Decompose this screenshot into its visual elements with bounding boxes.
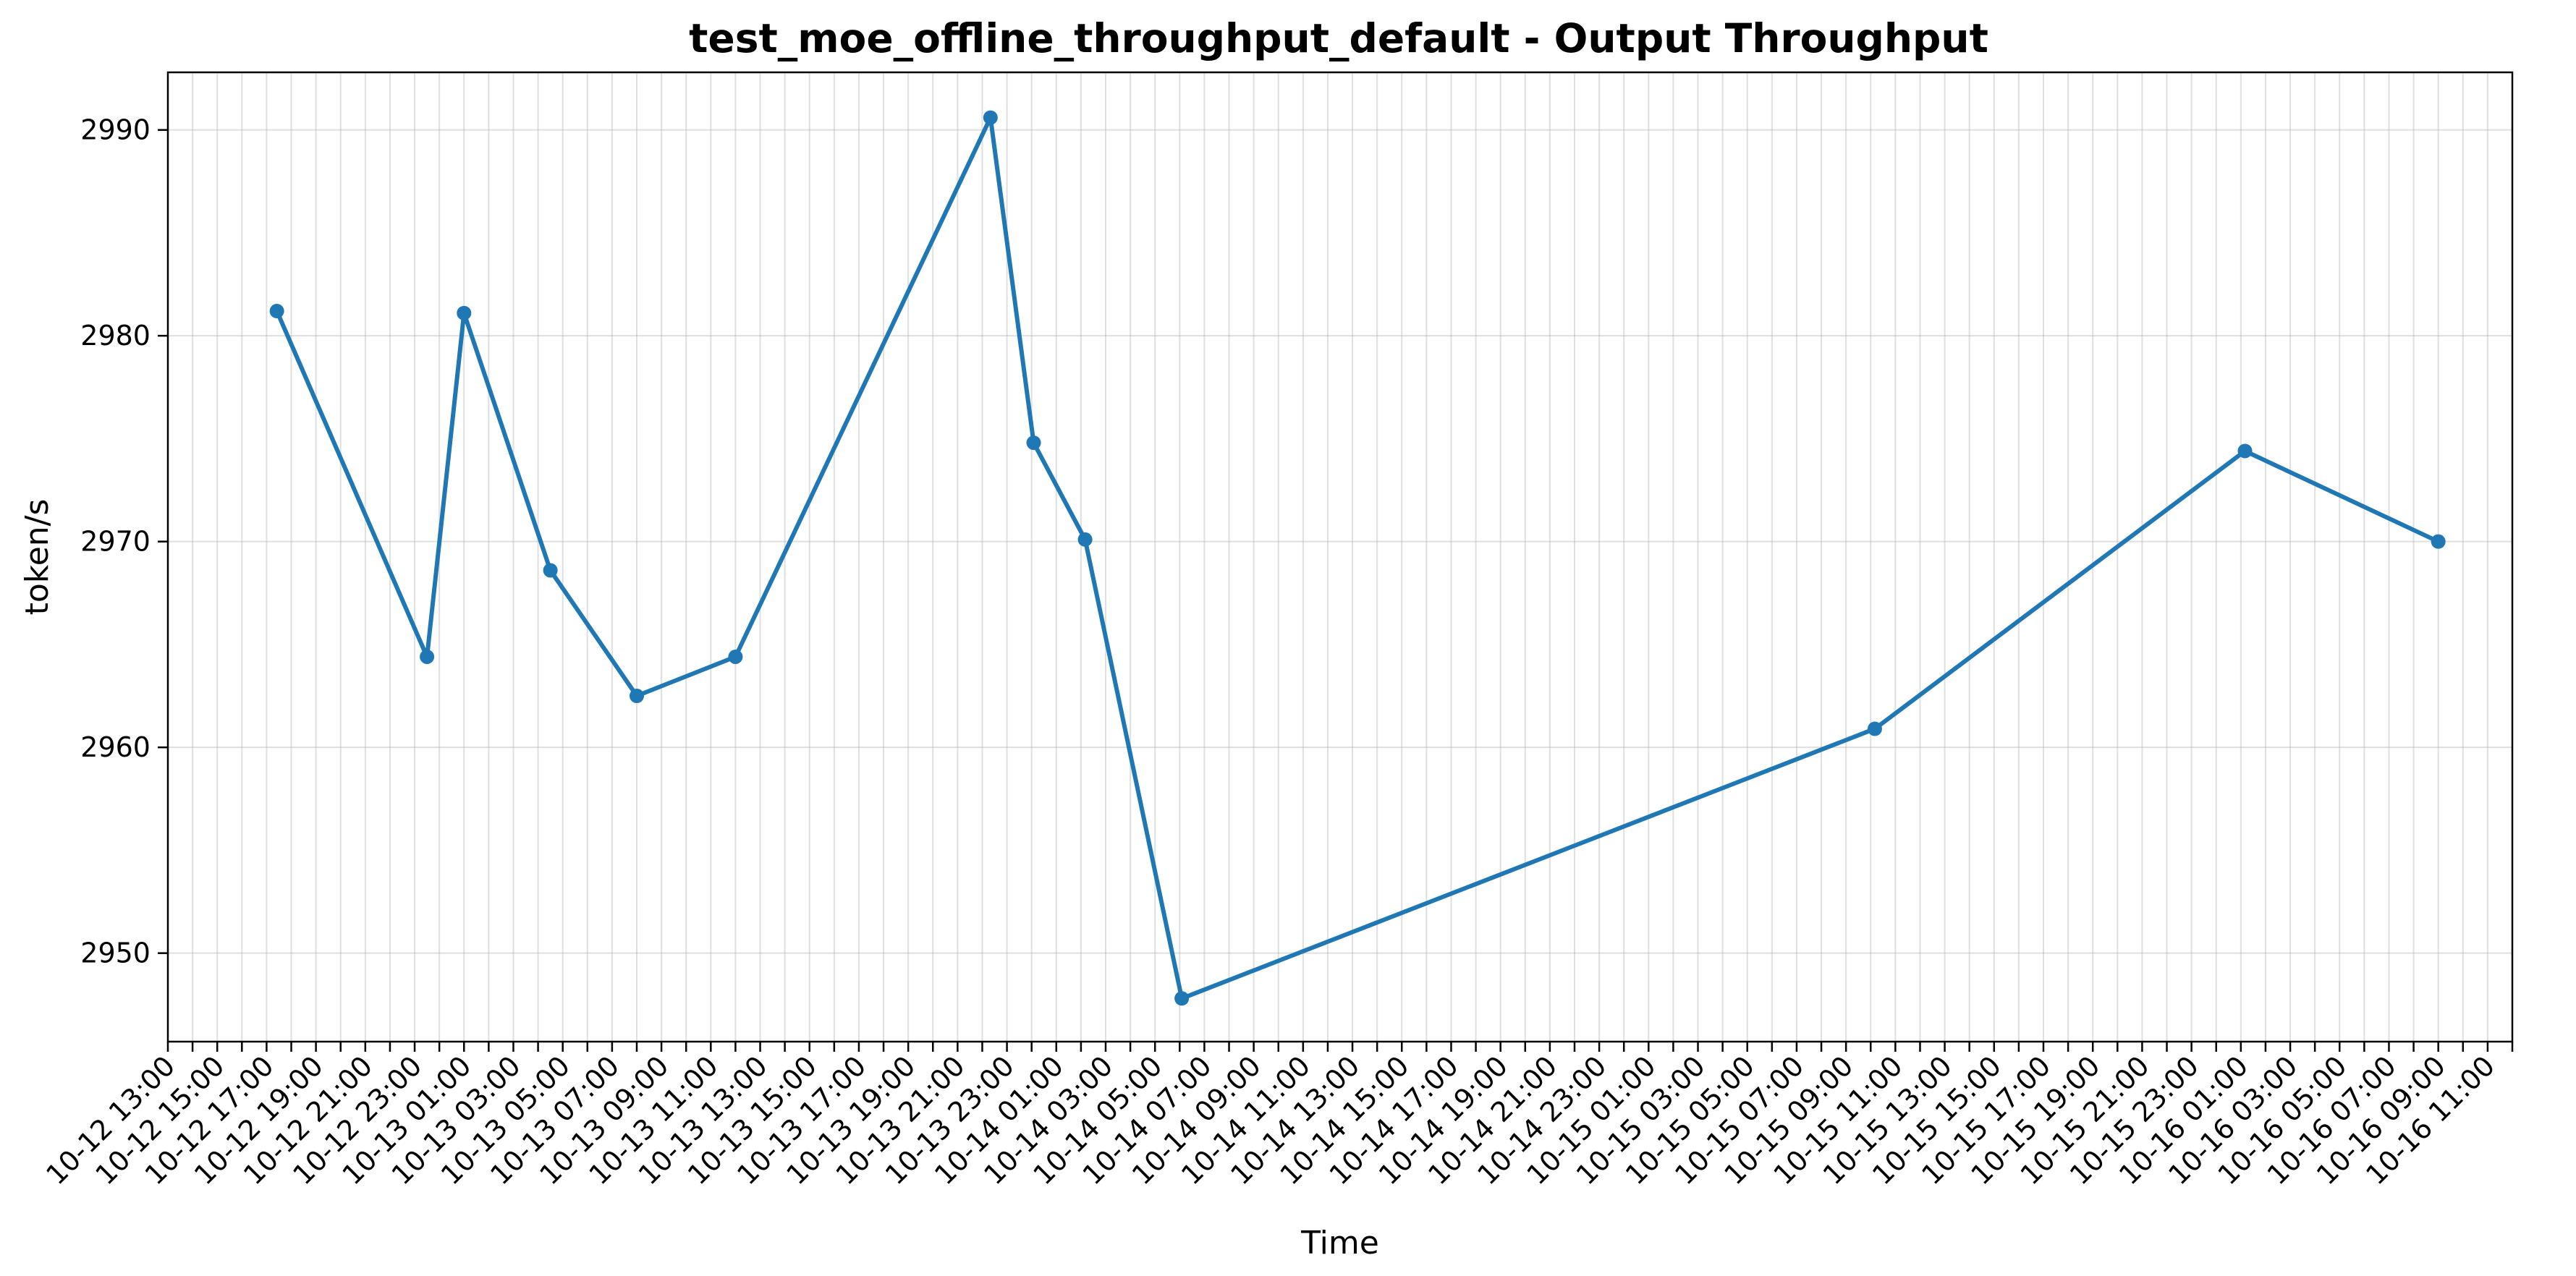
y-tick-label: 2980 <box>80 320 151 352</box>
data-point <box>420 649 435 664</box>
data-point <box>983 110 998 125</box>
data-point <box>269 304 284 319</box>
y-axis-label: token/s <box>19 499 56 616</box>
data-point <box>1174 991 1190 1006</box>
y-tick-label: 2960 <box>80 731 151 763</box>
data-point <box>1867 721 1882 736</box>
data-point <box>630 689 644 704</box>
data-point <box>1026 435 1041 451</box>
y-tick-label: 2950 <box>80 937 151 969</box>
plot-frame <box>166 71 2514 1043</box>
data-point <box>457 305 472 320</box>
data-point <box>2237 443 2253 459</box>
data-point <box>543 563 558 578</box>
y-tick-label: 2970 <box>80 526 151 558</box>
y-tick-label: 2990 <box>80 114 151 146</box>
chart-title: test_moe_offline_throughput_default - Ou… <box>689 15 1988 61</box>
series-layer <box>269 110 2446 1006</box>
data-point <box>728 649 743 664</box>
y-axis: 2950 2960 2970 2980 2990 <box>80 114 168 969</box>
data-point <box>2431 534 2446 549</box>
x-axis-label: Time <box>1300 1225 1379 1262</box>
data-point <box>1077 532 1093 547</box>
